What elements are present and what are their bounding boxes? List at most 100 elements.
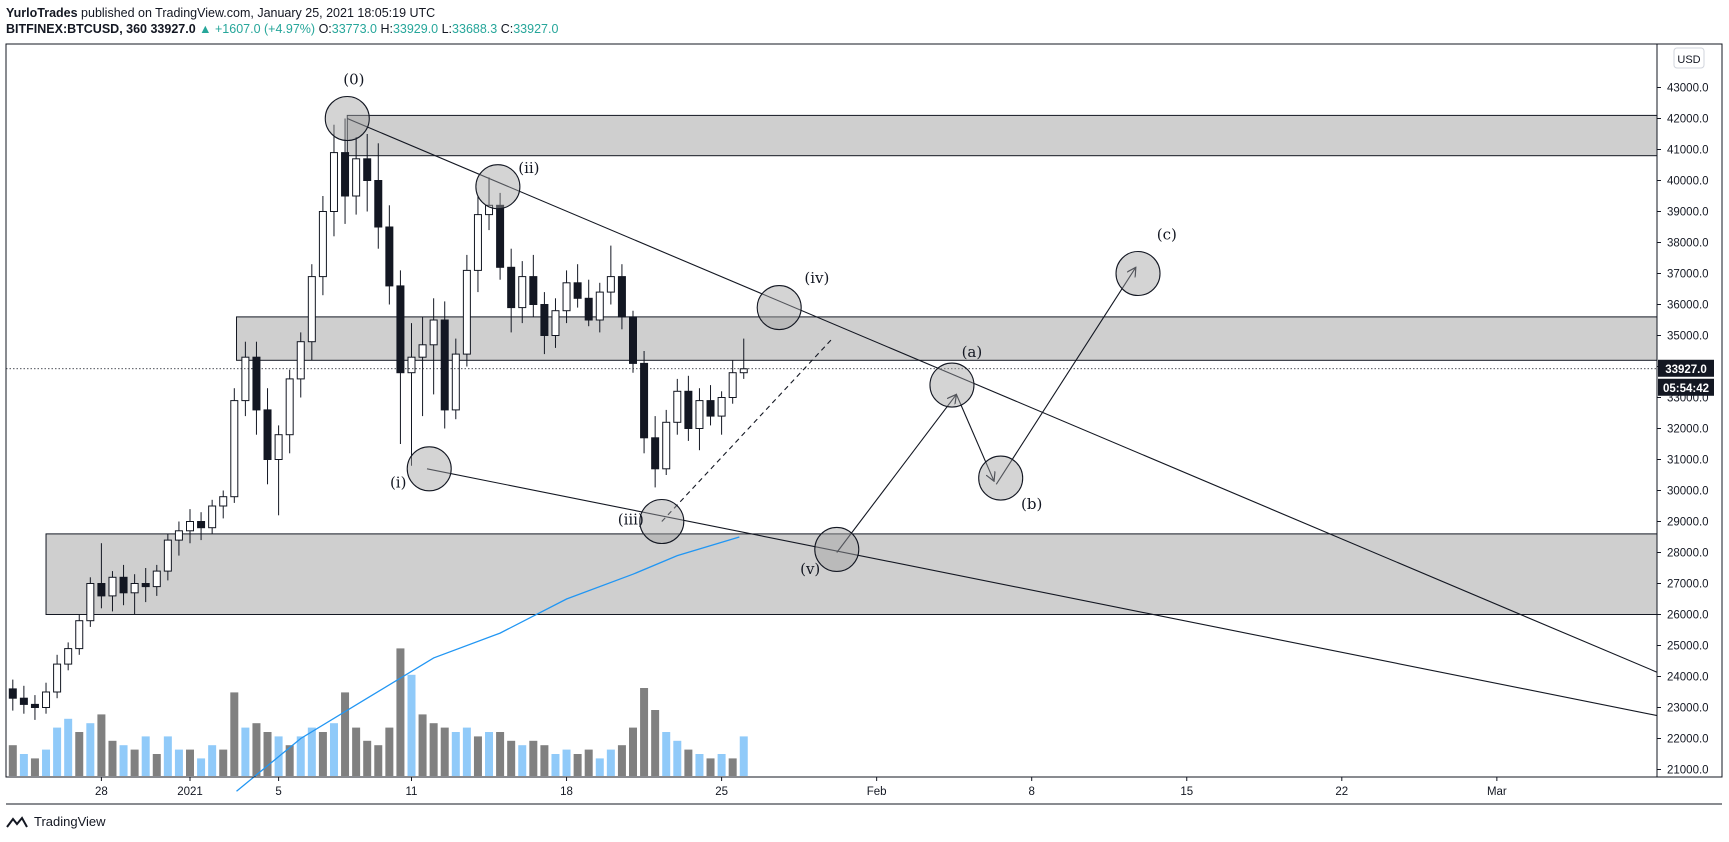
candle[interactable] bbox=[263, 409, 272, 460]
wave-marker-circle[interactable] bbox=[814, 526, 860, 572]
wave-label: (iii) bbox=[618, 511, 644, 529]
candle[interactable] bbox=[341, 152, 350, 197]
candle[interactable] bbox=[706, 400, 715, 417]
candle[interactable] bbox=[473, 214, 482, 271]
candle[interactable] bbox=[540, 304, 549, 336]
candle[interactable] bbox=[629, 316, 637, 364]
candle[interactable] bbox=[363, 158, 372, 182]
candle[interactable] bbox=[507, 266, 516, 309]
candle[interactable] bbox=[163, 539, 172, 572]
candle[interactable] bbox=[285, 378, 294, 436]
candle[interactable] bbox=[296, 341, 305, 380]
trendline[interactable] bbox=[426, 468, 1658, 717]
candle[interactable] bbox=[462, 269, 471, 355]
candle[interactable] bbox=[673, 390, 682, 423]
candle[interactable] bbox=[30, 703, 39, 709]
candle[interactable] bbox=[739, 368, 748, 374]
candle[interactable] bbox=[640, 362, 649, 439]
candle[interactable] bbox=[573, 282, 582, 299]
candle[interactable] bbox=[584, 297, 593, 321]
candle[interactable] bbox=[119, 576, 128, 594]
candle[interactable] bbox=[496, 204, 505, 268]
currency-badge[interactable]: USD bbox=[1677, 54, 1700, 66]
tradingview-logo-icon[interactable] bbox=[6, 815, 28, 829]
candle[interactable] bbox=[274, 434, 283, 461]
candle[interactable] bbox=[130, 583, 139, 594]
candle[interactable] bbox=[174, 530, 183, 541]
candle[interactable] bbox=[518, 276, 527, 309]
candle[interactable] bbox=[318, 211, 327, 278]
candle[interactable] bbox=[529, 276, 538, 306]
volume-bar bbox=[396, 648, 405, 776]
wave-marker-circle[interactable] bbox=[978, 455, 1024, 501]
candle[interactable] bbox=[230, 400, 239, 498]
candle[interactable] bbox=[374, 180, 383, 228]
candle[interactable] bbox=[407, 356, 416, 374]
candle[interactable] bbox=[728, 372, 737, 399]
candle[interactable] bbox=[651, 437, 660, 470]
candle[interactable] bbox=[606, 276, 615, 293]
candle[interactable] bbox=[252, 356, 261, 411]
candle[interactable] bbox=[75, 620, 84, 650]
candle[interactable] bbox=[152, 570, 161, 588]
wave-marker-circle[interactable] bbox=[1115, 250, 1161, 297]
candle[interactable] bbox=[440, 319, 449, 411]
wave-marker-circle[interactable] bbox=[756, 285, 802, 331]
candle[interactable] bbox=[396, 285, 405, 374]
candle[interactable] bbox=[219, 496, 228, 507]
author-name[interactable]: YurloTrades bbox=[6, 6, 78, 20]
candle[interactable] bbox=[141, 583, 150, 588]
wave-marker-circle[interactable] bbox=[406, 446, 452, 492]
candle[interactable] bbox=[186, 521, 194, 532]
candle[interactable] bbox=[53, 663, 62, 693]
candle[interactable] bbox=[451, 353, 460, 411]
wave-marker-circle[interactable] bbox=[929, 362, 975, 408]
candle[interactable] bbox=[208, 505, 217, 529]
candle[interactable] bbox=[684, 390, 693, 429]
wave-marker-circle[interactable] bbox=[324, 95, 370, 142]
candle[interactable] bbox=[485, 204, 494, 216]
candle[interactable] bbox=[241, 356, 250, 402]
candle[interactable] bbox=[385, 226, 394, 287]
price-change: ▲ +1607.0 (+4.97%) bbox=[199, 22, 316, 36]
candle[interactable] bbox=[8, 688, 17, 699]
projection-arrow[interactable] bbox=[995, 267, 1136, 485]
candle[interactable] bbox=[617, 276, 626, 318]
ohlc-close-value: 33927.0 bbox=[513, 22, 559, 36]
candle[interactable] bbox=[717, 397, 726, 417]
volume-bar bbox=[174, 749, 183, 776]
candle[interactable] bbox=[19, 697, 28, 705]
candle[interactable] bbox=[352, 158, 361, 197]
resistance-zone-1[interactable] bbox=[236, 316, 1658, 361]
projection-arrow[interactable] bbox=[836, 394, 957, 553]
candle[interactable] bbox=[329, 152, 338, 213]
resistance-zone-2[interactable] bbox=[45, 533, 1658, 616]
moving-average-line[interactable] bbox=[236, 536, 740, 792]
candle[interactable] bbox=[551, 310, 560, 337]
candle[interactable] bbox=[64, 648, 73, 665]
candle[interactable] bbox=[418, 344, 427, 358]
resistance-zone-0[interactable] bbox=[346, 114, 1658, 157]
candle[interactable] bbox=[662, 421, 671, 470]
footer-brand[interactable]: TradingView bbox=[34, 814, 106, 829]
symbol-label[interactable]: BITFINEX:BTCUSD, 360 bbox=[6, 22, 147, 36]
dashed-trendline[interactable] bbox=[661, 338, 833, 522]
currency-badge-box[interactable] bbox=[1673, 47, 1705, 69]
candle[interactable] bbox=[307, 276, 316, 343]
wave-marker-circle[interactable] bbox=[639, 498, 685, 545]
wave-marker-circle[interactable] bbox=[475, 164, 521, 210]
candle[interactable] bbox=[197, 521, 206, 529]
candle[interactable] bbox=[108, 576, 117, 597]
projection-arrow[interactable] bbox=[955, 394, 994, 481]
candle[interactable] bbox=[86, 583, 95, 622]
candle[interactable] bbox=[429, 319, 438, 346]
candle[interactable] bbox=[595, 291, 604, 321]
candle[interactable] bbox=[97, 583, 106, 597]
candle[interactable] bbox=[562, 282, 571, 312]
volume-bar bbox=[418, 714, 427, 776]
price-tag: 33927.0 bbox=[1665, 364, 1707, 376]
candle[interactable] bbox=[42, 691, 51, 708]
candle[interactable] bbox=[695, 400, 704, 430]
trendline[interactable] bbox=[347, 117, 1658, 673]
